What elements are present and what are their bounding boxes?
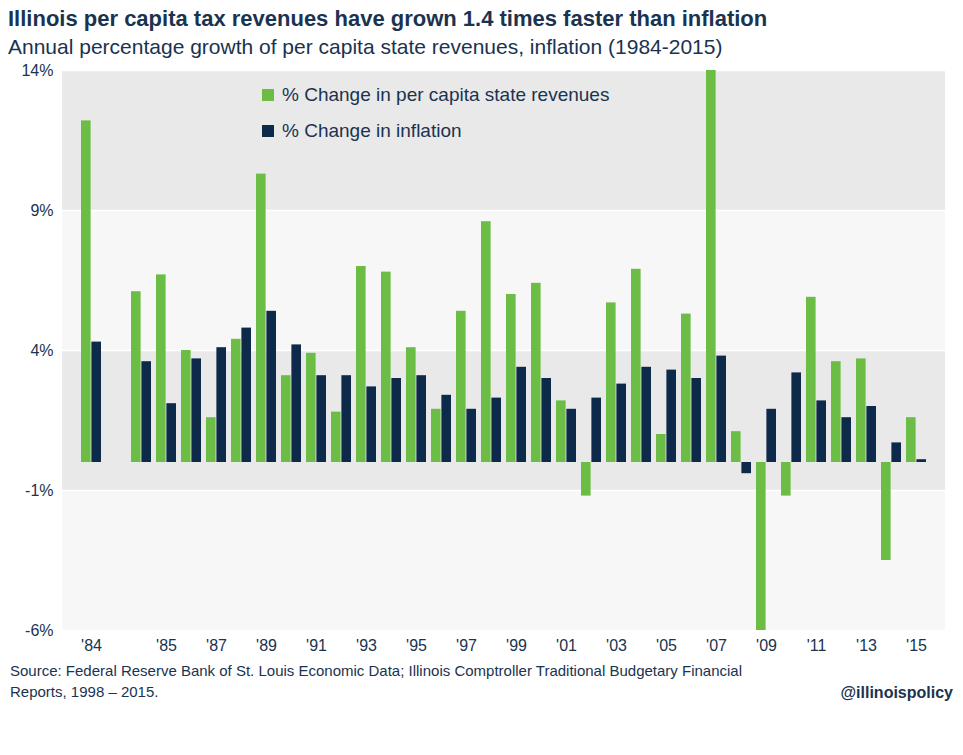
svg-text:'89: '89 xyxy=(256,637,277,654)
svg-text:'97: '97 xyxy=(456,637,477,654)
svg-text:'15: '15 xyxy=(906,637,927,654)
html-text:% Change in per capita state r: % Change in per capita state revenues xyxy=(282,84,610,105)
svg-text:'99: '99 xyxy=(506,637,527,654)
svg-text:'91: '91 xyxy=(306,637,327,654)
svg-text:'11: '11 xyxy=(807,637,827,654)
svg-text:'07: '07 xyxy=(706,637,727,654)
svg-text:'09: '09 xyxy=(756,637,777,654)
svg-text:'93: '93 xyxy=(356,637,377,654)
svg-text:'85: '85 xyxy=(156,637,177,654)
svg-text:14%: 14% xyxy=(21,62,53,79)
svg-text:'05: '05 xyxy=(656,637,677,654)
svg-text:9%: 9% xyxy=(30,202,53,219)
html-text:Annual percentage growth of pe: Annual percentage growth of per capita s… xyxy=(8,35,723,58)
svg-text:'95: '95 xyxy=(406,637,427,654)
svg-text:'01: '01 xyxy=(556,637,577,654)
svg-text:-6%: -6% xyxy=(25,622,53,639)
svg-text:'87: '87 xyxy=(206,637,227,654)
svg-text:'03: '03 xyxy=(606,637,627,654)
html-text:Source: Federal Reserve Bank o: Source: Federal Reserve Bank of St. Loui… xyxy=(10,662,742,700)
html-text:@illinoispolicy: @illinoispolicy xyxy=(840,684,953,701)
html-text:Illinois per capita tax revenu: Illinois per capita tax revenues have gr… xyxy=(8,6,768,31)
html-text:% Change in inflation: % Change in inflation xyxy=(282,120,462,141)
svg-text:4%: 4% xyxy=(30,342,53,359)
svg-text:-1%: -1% xyxy=(25,482,53,499)
svg-text:'84: '84 xyxy=(81,637,102,654)
svg-text:'13: '13 xyxy=(856,637,877,654)
